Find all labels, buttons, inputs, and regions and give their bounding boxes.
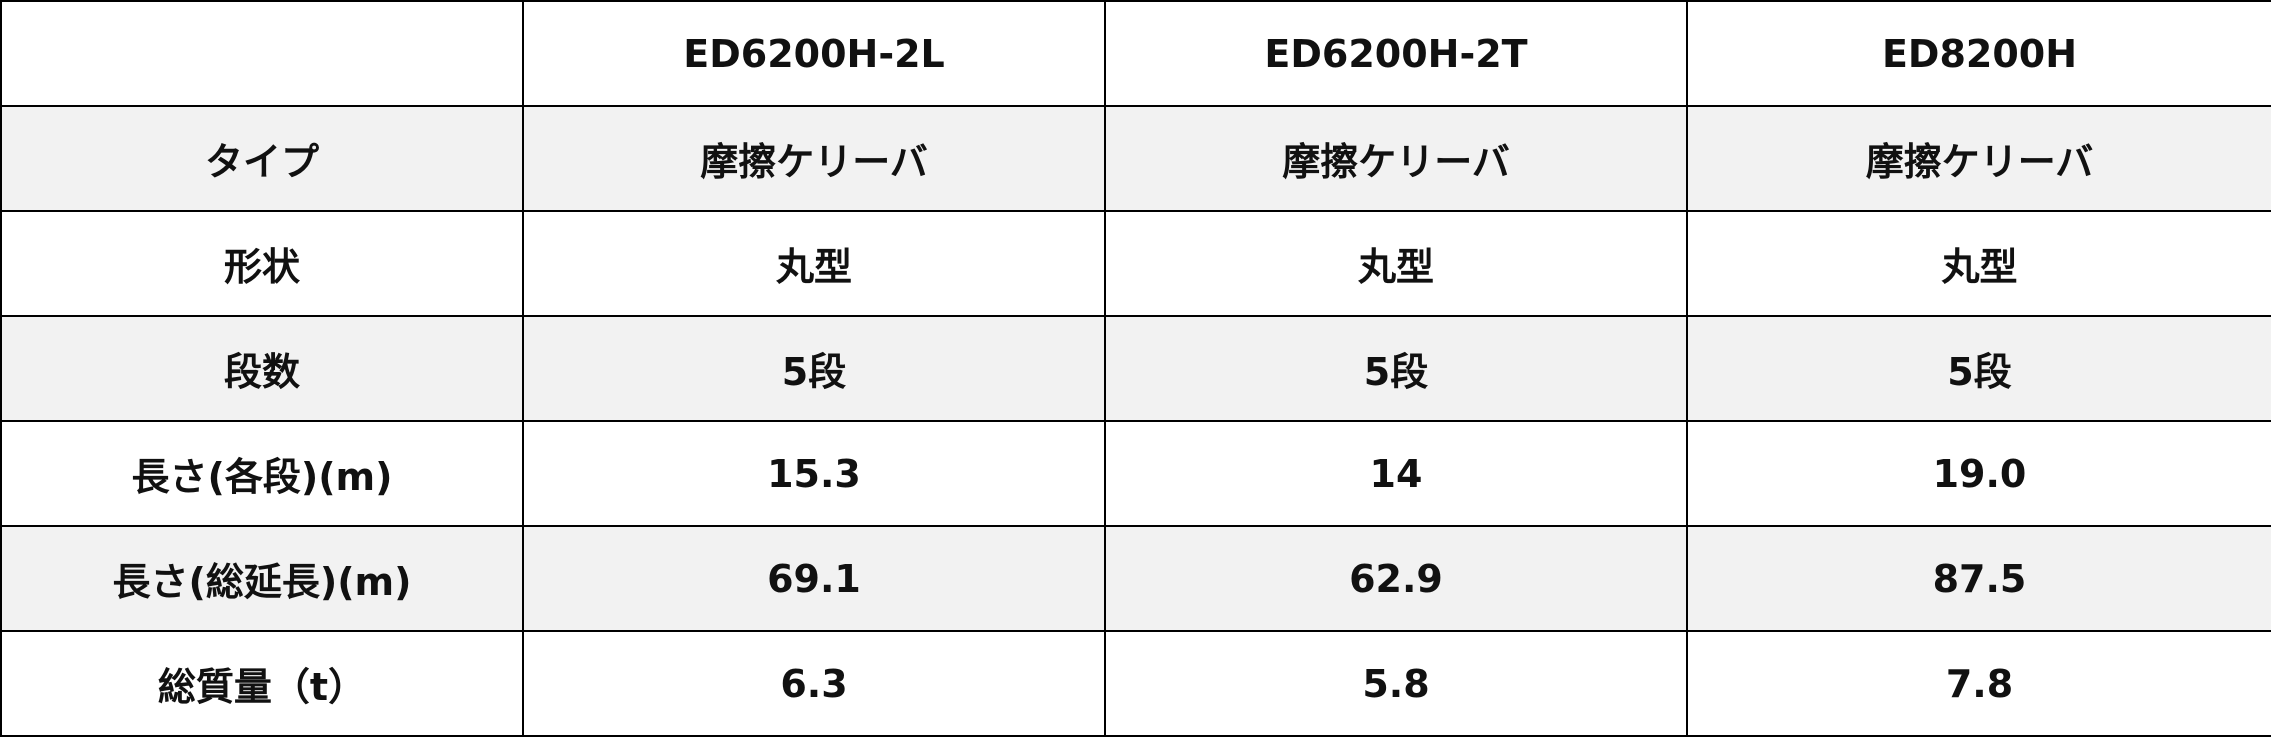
table-cell: 5段 xyxy=(522,315,1106,422)
table-cell: 5段 xyxy=(1104,315,1688,422)
table-cell: 19.0 xyxy=(1686,420,2271,527)
row-label: 長さ(各段)(m) xyxy=(0,420,524,527)
model-header-ed6200h-2t: ED6200H-2T xyxy=(1104,0,1688,107)
table-cell: 6.3 xyxy=(522,630,1106,737)
table-cell: 摩擦ケリーバ xyxy=(1104,105,1688,212)
table-cell: 87.5 xyxy=(1686,525,2271,632)
row-label: 段数 xyxy=(0,315,524,422)
table-cell: 15.3 xyxy=(522,420,1106,527)
table-cell: 摩擦ケリーバ xyxy=(1686,105,2271,212)
table-cell: 5段 xyxy=(1686,315,2271,422)
table-cell: 丸型 xyxy=(1686,210,2271,317)
table-cell: 丸型 xyxy=(1104,210,1688,317)
table-cell: 7.8 xyxy=(1686,630,2271,737)
corner-cell xyxy=(0,0,524,107)
table-cell: 14 xyxy=(1104,420,1688,527)
table-row-total-length: 長さ(総延長)(m) 69.1 62.9 87.5 xyxy=(0,525,2271,632)
table-row-type: タイプ 摩擦ケリーバ 摩擦ケリーバ 摩擦ケリーバ xyxy=(0,105,2271,212)
table-row-length-per-stage: 長さ(各段)(m) 15.3 14 19.0 xyxy=(0,420,2271,527)
table-row-total-mass: 総質量（t） 6.3 5.8 7.8 xyxy=(0,630,2271,737)
model-header-ed8200h: ED8200H xyxy=(1686,0,2271,107)
row-label: 形状 xyxy=(0,210,524,317)
table-cell: 62.9 xyxy=(1104,525,1688,632)
table-row-stages: 段数 5段 5段 5段 xyxy=(0,315,2271,422)
table-cell: 5.8 xyxy=(1104,630,1688,737)
row-label: タイプ xyxy=(0,105,524,212)
model-header-ed6200h-2l: ED6200H-2L xyxy=(522,0,1106,107)
table-cell: 69.1 xyxy=(522,525,1106,632)
table-cell: 摩擦ケリーバ xyxy=(522,105,1106,212)
row-label: 長さ(総延長)(m) xyxy=(0,525,524,632)
header-row: ED6200H-2L ED6200H-2T ED8200H xyxy=(0,0,2271,107)
table-row-shape: 形状 丸型 丸型 丸型 xyxy=(0,210,2271,317)
row-label: 総質量（t） xyxy=(0,630,524,737)
table-cell: 丸型 xyxy=(522,210,1106,317)
